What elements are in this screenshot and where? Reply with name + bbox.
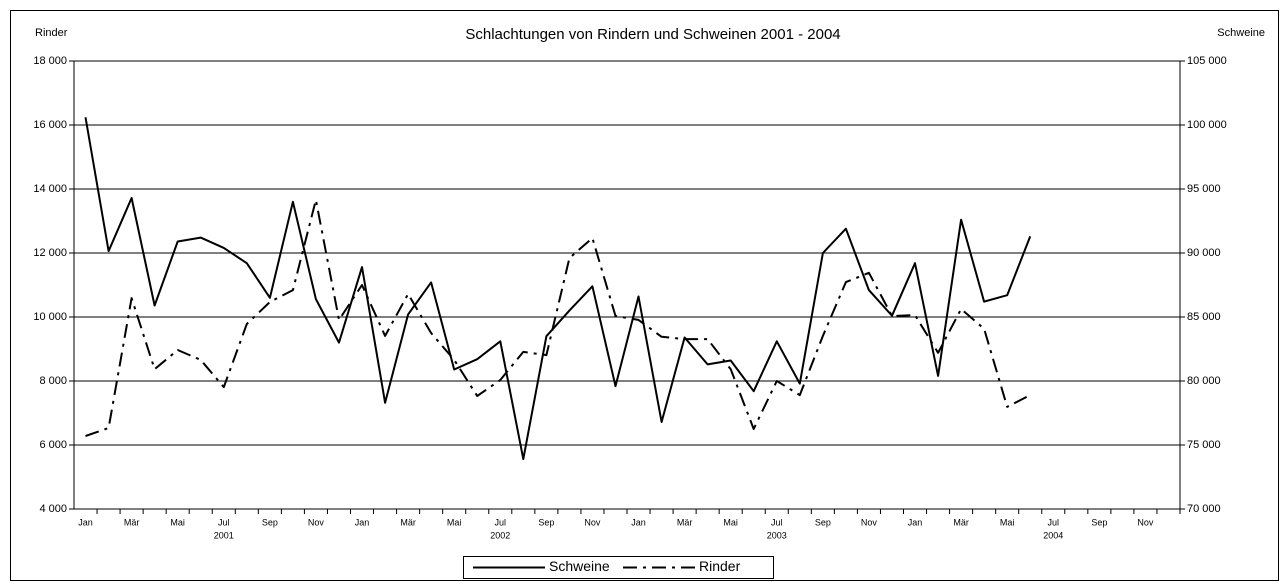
y2-tick-label: 95 000 (1187, 183, 1221, 195)
x-tick-label: Jul (218, 517, 230, 527)
x-tick-label: Mär (677, 517, 693, 527)
legend-label: Rinder (699, 558, 741, 574)
x-group-label: 2004 (1043, 530, 1063, 540)
y2-tick-label: 70 000 (1187, 503, 1221, 515)
chart-frame (10, 10, 1279, 581)
x-tick-label: Sep (1091, 517, 1107, 527)
y-tick-label: 18 000 (33, 55, 67, 67)
x-tick-label: Sep (262, 517, 278, 527)
y2-axis-label: Schweine (1217, 27, 1265, 39)
x-group-label: 2002 (490, 530, 510, 540)
x-tick-label: Mai (1000, 517, 1015, 527)
x-tick-label: Mär (400, 517, 416, 527)
y2-tick-label: 90 000 (1187, 247, 1221, 259)
y-axis-label: Rinder (35, 27, 68, 39)
x-tick-label: Mär (124, 517, 140, 527)
y2-tick-label: 100 000 (1187, 119, 1227, 131)
x-tick-label: Jul (495, 517, 507, 527)
legend-label: Schweine (549, 558, 610, 574)
x-tick-label: Nov (308, 517, 325, 527)
x-tick-label: Mai (723, 517, 738, 527)
y-tick-label: 14 000 (33, 183, 67, 195)
x-tick-label: Jan (355, 517, 370, 527)
y-tick-label: 8 000 (39, 375, 67, 387)
y-tick-label: 4 000 (39, 503, 67, 515)
x-tick-label: Sep (815, 517, 831, 527)
x-tick-label: Nov (1137, 517, 1154, 527)
x-tick-label: Nov (584, 517, 601, 527)
x-tick-label: Jan (908, 517, 923, 527)
x-tick-label: Nov (861, 517, 878, 527)
x-tick-label: Mai (447, 517, 462, 527)
x-tick-label: Sep (538, 517, 554, 527)
x-group-label: 2003 (767, 530, 787, 540)
y2-tick-label: 75 000 (1187, 439, 1221, 451)
x-tick-label: Jul (1048, 517, 1060, 527)
x-tick-label: Mai (170, 517, 185, 527)
y-tick-label: 10 000 (33, 311, 67, 323)
y2-tick-label: 80 000 (1187, 375, 1221, 387)
legend-box (463, 556, 774, 579)
series-line (84, 117, 1032, 461)
x-tick-label: Jan (631, 517, 646, 527)
x-tick-label: Mär (953, 517, 969, 527)
y2-tick-label: 85 000 (1187, 311, 1221, 323)
y-tick-label: 16 000 (33, 119, 67, 131)
x-tick-label: Jan (78, 517, 93, 527)
x-tick-label: Jul (771, 517, 783, 527)
y2-tick-label: 105 000 (1187, 55, 1227, 67)
y-tick-label: 12 000 (33, 247, 67, 259)
x-group-label: 2001 (214, 530, 234, 540)
y-tick-label: 6 000 (39, 439, 67, 451)
chart-title: Schlachtungen von Rindern und Schweinen … (465, 26, 840, 43)
series-line (85, 198, 1031, 437)
